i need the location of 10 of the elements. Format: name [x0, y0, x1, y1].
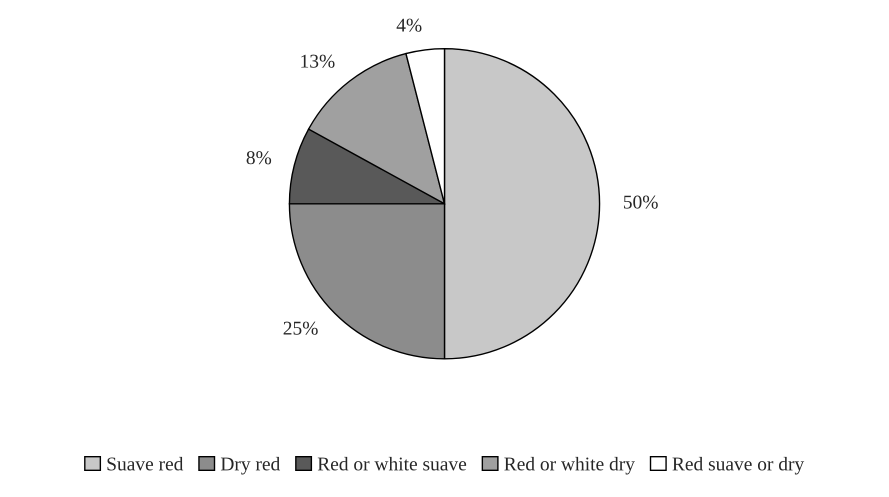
legend-label: Red or white dry: [504, 456, 635, 475]
data-label: 4%: [396, 18, 422, 32]
data-label: 8%: [246, 151, 272, 164]
legend-label: Dry red: [220, 456, 280, 475]
data-label: 13%: [301, 54, 335, 68]
data-label: 50%: [624, 196, 658, 209]
legend-label: Red suave or dry: [672, 456, 804, 475]
data-label: 25%: [284, 322, 318, 335]
legend-label: Red or white suave: [318, 456, 466, 471]
legend-label: Suave red: [107, 456, 184, 471]
